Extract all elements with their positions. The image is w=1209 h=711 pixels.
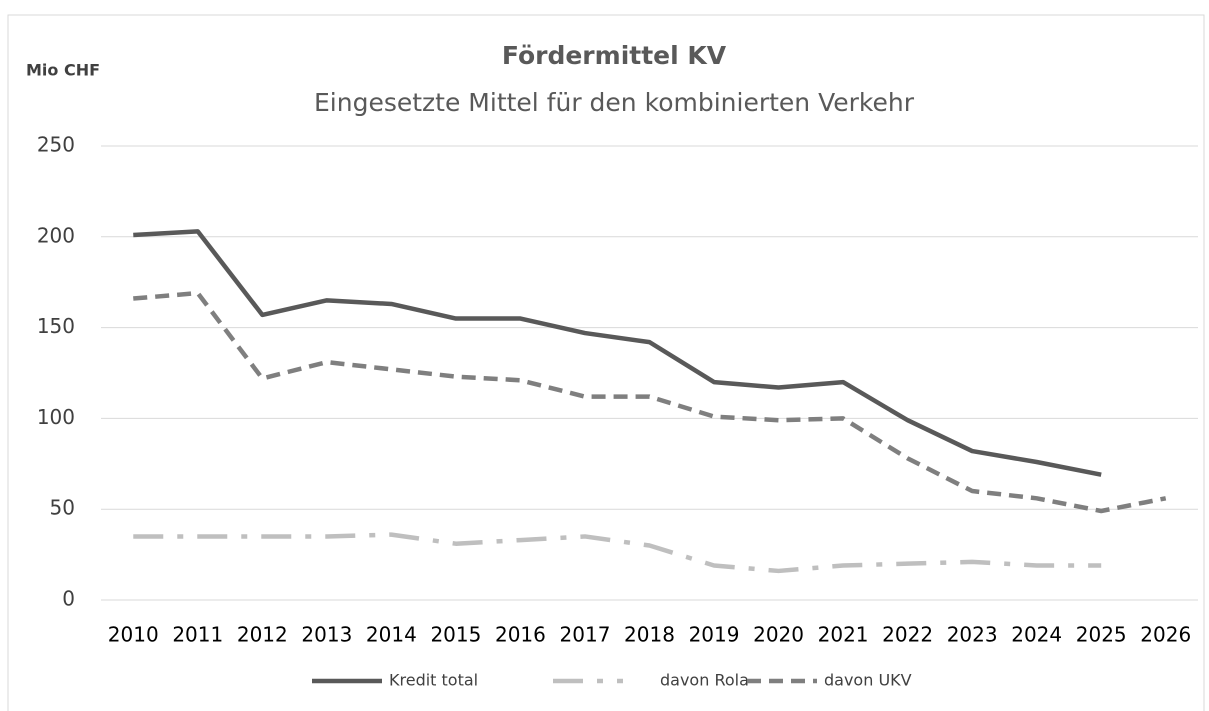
chart-subtitle: Eingesetzte Mittel für den kombinierten … <box>314 88 915 117</box>
x-tick-label: 2020 <box>753 623 804 647</box>
y-tick-label: 0 <box>62 587 75 611</box>
legend-label: Kredit total <box>389 671 478 690</box>
x-tick-label: 2025 <box>1076 623 1127 647</box>
y-tick-label: 50 <box>50 496 75 520</box>
y-tick-label: 200 <box>37 223 75 247</box>
x-tick-label: 2012 <box>237 623 288 647</box>
x-tick-label: 2013 <box>301 623 352 647</box>
y-tick-label: 150 <box>37 314 75 338</box>
x-tick-label: 2015 <box>430 623 481 647</box>
line-series <box>133 229 1102 477</box>
x-tick-label: 2010 <box>108 623 159 647</box>
x-tick-label: 2018 <box>624 623 675 647</box>
x-tick-label: 2023 <box>947 623 998 647</box>
x-tick-label: 2026 <box>1140 623 1191 647</box>
legend-label: davon UKV <box>824 671 912 690</box>
x-tick-label: 2019 <box>689 623 740 647</box>
x-tick-label: 2016 <box>495 623 546 647</box>
x-tick-label: 2011 <box>172 623 223 647</box>
x-tick-label: 2024 <box>1011 623 1062 647</box>
legend-label: davon Rola <box>660 671 749 690</box>
y-tick-label: 100 <box>37 405 75 429</box>
chart-title: Fördermittel KV <box>502 41 727 70</box>
y-axis-label: Mio CHF <box>26 61 100 80</box>
x-tick-label: 2017 <box>560 623 611 647</box>
x-tick-label: 2021 <box>818 623 869 647</box>
x-tick-label: 2022 <box>882 623 933 647</box>
line-series <box>133 290 1167 514</box>
x-tick-label: 2014 <box>366 623 417 647</box>
y-tick-label: 250 <box>37 133 75 157</box>
chart-frame <box>7 14 1205 711</box>
